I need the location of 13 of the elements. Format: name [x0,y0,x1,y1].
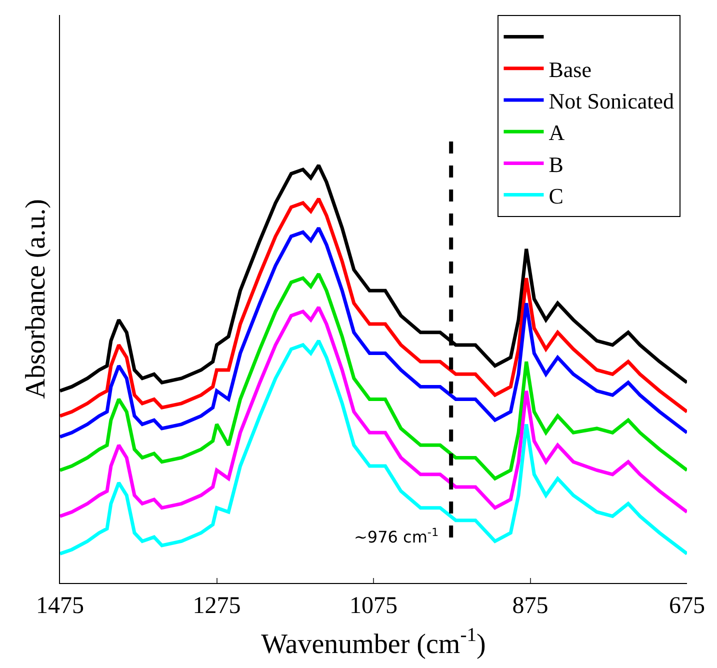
ref-line-label: ~976 cm$^{-1}$ [354,526,439,547]
legend-label: Not Sonicated [548,88,674,114]
x-tick-label: 875 [512,592,548,619]
legend-label: B [548,152,564,177]
legend-label: C [548,183,564,208]
x-axis-title: Wavenumber (cm$^{-1}$) [261,625,486,660]
y-axis-title: Absorbance (a.u.) [20,199,52,399]
legend-label: A [548,120,565,146]
legend-label: Base [548,56,592,82]
x-tick-label: 1275 [192,592,241,619]
x-tick-label: 1475 [36,592,84,619]
x-tick-label: 675 [669,592,705,619]
x-tick-label: 1075 [350,592,398,619]
